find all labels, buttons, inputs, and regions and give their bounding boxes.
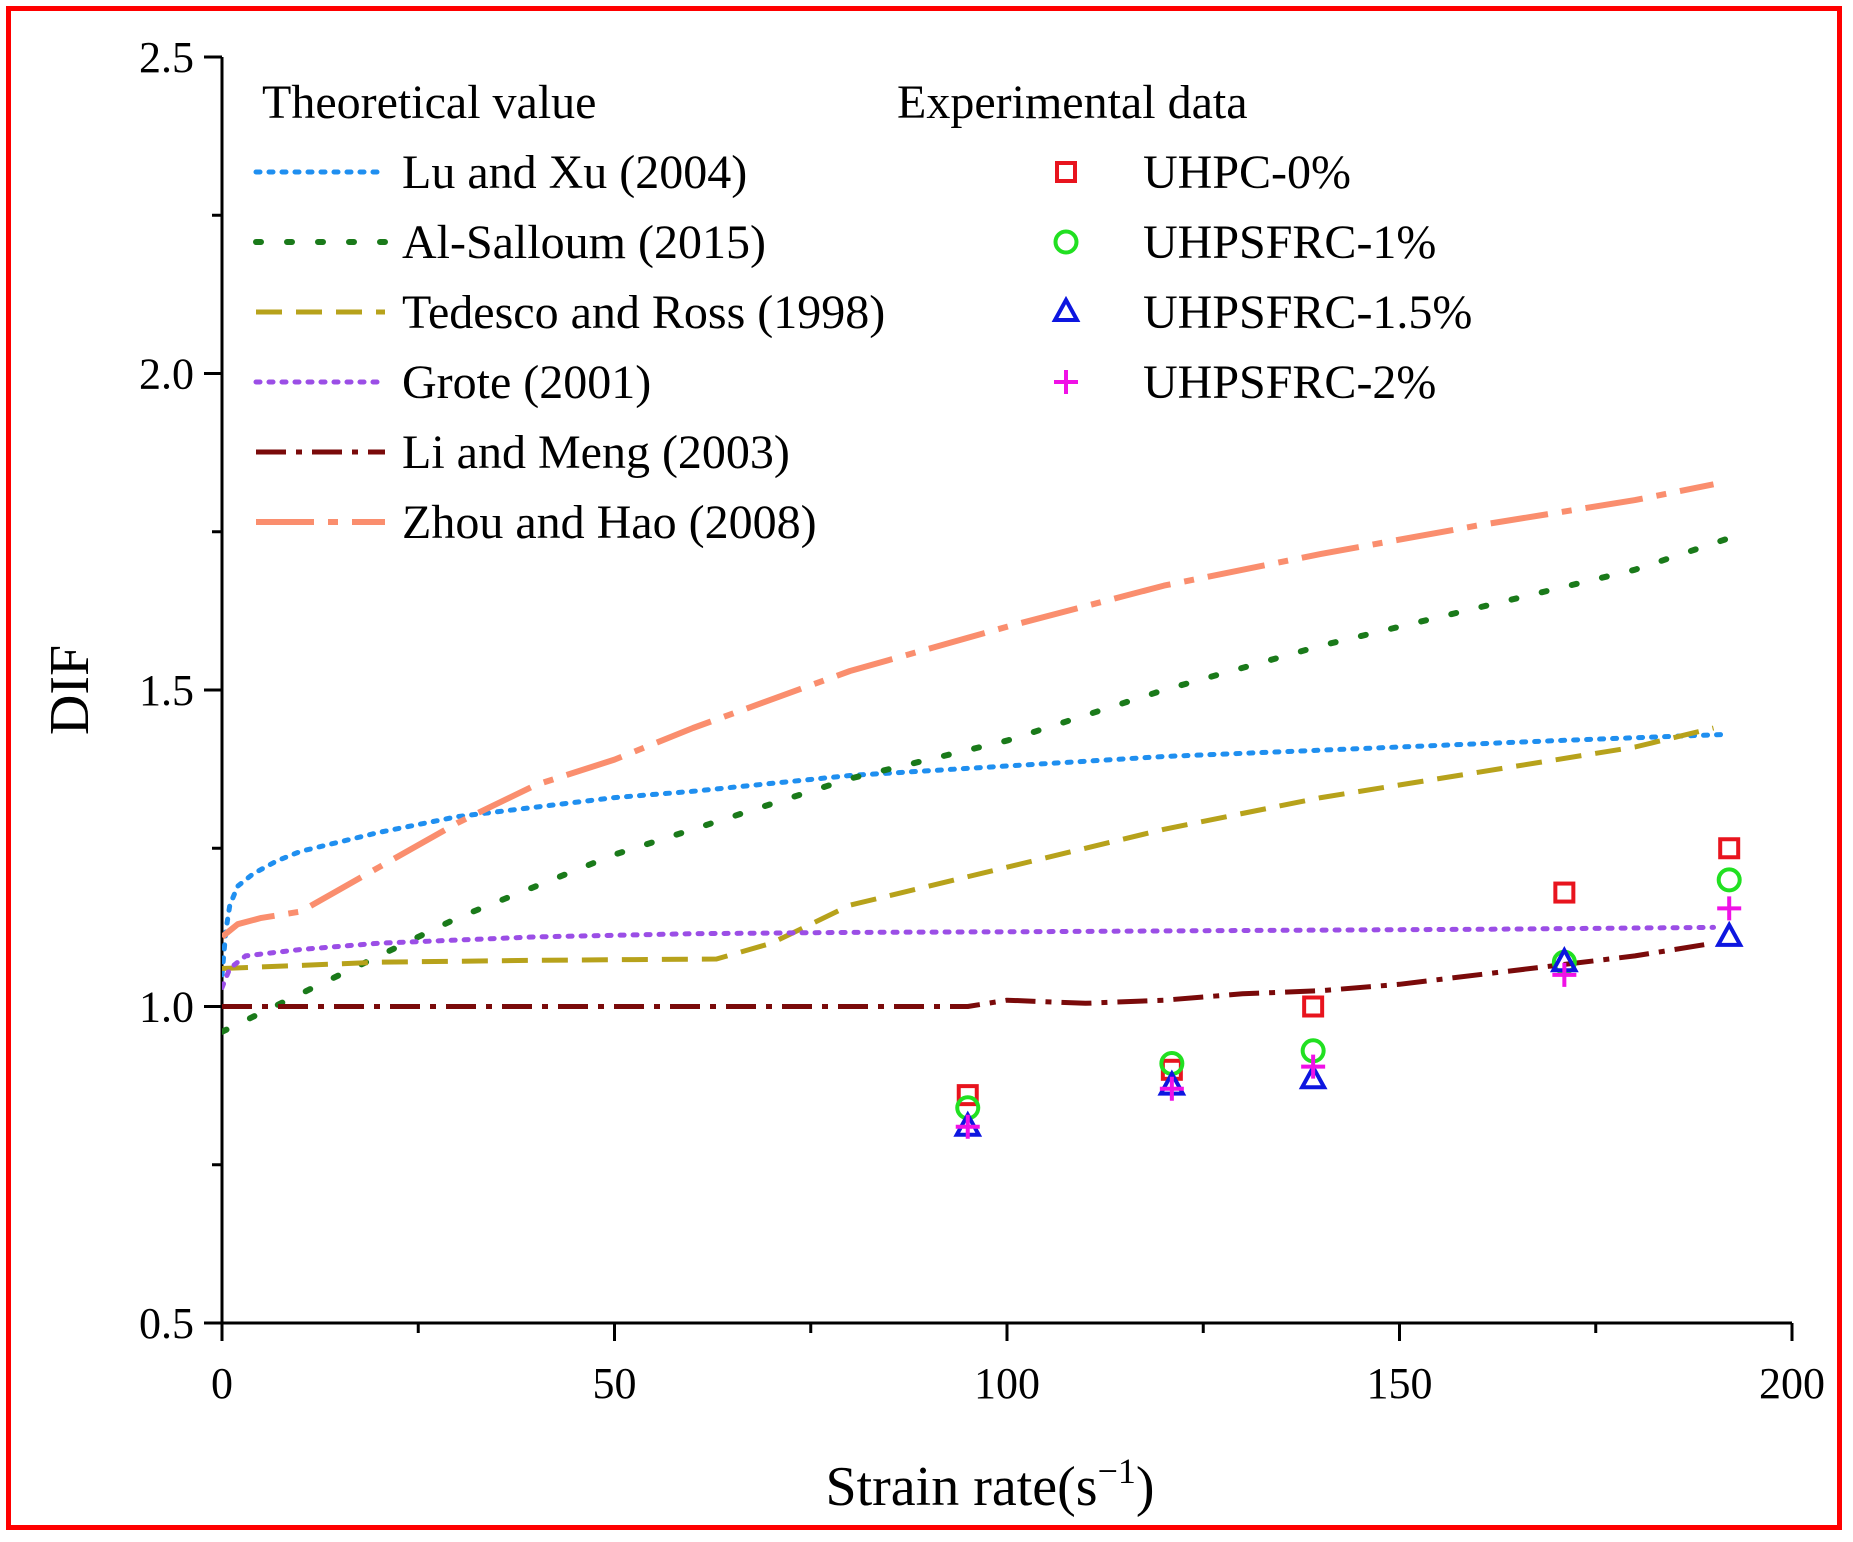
y-tick-label: 2.5: [139, 33, 194, 82]
theoretical-lines: [222, 481, 1733, 1035]
legend-label-lu-and-xu-2004: Lu and Xu (2004): [402, 146, 747, 199]
x-axis-title-end: ): [1136, 1456, 1155, 1518]
series-line-grote-2001: [222, 924, 1716, 990]
y-axis-title: DIF: [39, 645, 101, 735]
legend-label-al-salloum-2015: Al-Salloum (2015): [402, 216, 766, 269]
legend-label-uhpsfrc-1: UHPSFRC-1%: [1143, 216, 1436, 269]
x-axis-title-main: Strain rate(s: [825, 1456, 1097, 1518]
series-line-tedesco-and-ross-1998: [222, 725, 1715, 971]
data-point-uhpsfrc-2: [1159, 1076, 1184, 1101]
data-point-uhpsfrc-1-5: [1714, 920, 1744, 947]
x-axis-title-superscript: −1: [1098, 1451, 1136, 1491]
legend-theoretical-entries: Lu and Xu (2004) Al-Salloum (2015) Tedesco…: [253, 146, 885, 549]
x-axis-ticks: 0 50 100 150 200: [211, 1323, 1825, 1408]
x-axis-title: Strain rate(s−1): [825, 1451, 1154, 1518]
y-tick-label: 0.5: [139, 1299, 194, 1348]
data-point-uhpsfrc-1-5: [1298, 1063, 1328, 1090]
y-tick-label: 1.0: [139, 983, 194, 1032]
series-line-al-salloum-2015: [222, 535, 1733, 1035]
data-point-uhpsfrc-2: [1717, 896, 1742, 921]
x-tick-label: 50: [593, 1359, 637, 1408]
y-axis-ticks: 0.5 1.0 1.5 2.0 2.5: [139, 33, 222, 1348]
experimental-markers: [953, 837, 1744, 1139]
legend: Theoretical value Experimental data Lu a…: [253, 76, 1472, 549]
x-tick-label: 0: [211, 1359, 233, 1408]
x-tick-label: 150: [1367, 1359, 1433, 1408]
legend-marker-uhpsfrc-2: [1054, 370, 1078, 394]
data-point-uhpsfrc-2: [1552, 962, 1577, 987]
series-line-li-and-meng-2003: [222, 940, 1714, 1009]
data-point-uhpsfrc-2: [955, 1114, 980, 1139]
series-line-lu-and-xu-2004: [222, 731, 1732, 978]
legend-marker-uhpsfrc-1-5: [1051, 295, 1081, 322]
y-tick-label: 2.0: [139, 350, 194, 399]
legend-label-uhpc-0: UHPC-0%: [1143, 146, 1351, 199]
legend-marker-uhpsfrc-1: [1053, 229, 1079, 255]
data-point-uhpc-0: [1553, 881, 1576, 904]
data-point-uhpc-0: [1718, 837, 1741, 860]
data-point-uhpsfrc-2: [1301, 1054, 1326, 1079]
legend-marker-uhpc-0: [1055, 161, 1077, 183]
y-tick-label: 1.5: [139, 666, 194, 715]
legend-label-zhou-and-hao-2008: Zhou and Hao (2008): [402, 496, 817, 549]
x-tick-label: 200: [1759, 1359, 1825, 1408]
legend-label-uhpsfrc-1-5: UHPSFRC-1.5%: [1143, 286, 1472, 339]
legend-theoretical-title: Theoretical value: [262, 76, 596, 129]
legend-label-grote-2001: Grote (2001): [402, 356, 651, 409]
data-point-uhpc-0: [956, 1084, 979, 1107]
legend-label-uhpsfrc-2: UHPSFRC-2%: [1143, 356, 1436, 409]
data-point-uhpsfrc-1: [1716, 867, 1742, 893]
legend-label-li-and-meng-2003: Li and Meng (2003): [402, 426, 790, 479]
series-line-zhou-and-hao-2008: [222, 481, 1715, 940]
legend-label-tedesco-and-ross-1998: Tedesco and Ross (1998): [402, 286, 885, 339]
x-tick-label: 100: [974, 1359, 1040, 1408]
data-point-uhpc-0: [1302, 995, 1325, 1018]
legend-experimental-entries: UHPC-0% UHPSFRC-1% UHPSFRC-1.5% UHPSFRC-2%: [1051, 146, 1472, 409]
figure-border: [6, 6, 1842, 1530]
legend-experimental-title: Experimental data: [897, 76, 1248, 129]
